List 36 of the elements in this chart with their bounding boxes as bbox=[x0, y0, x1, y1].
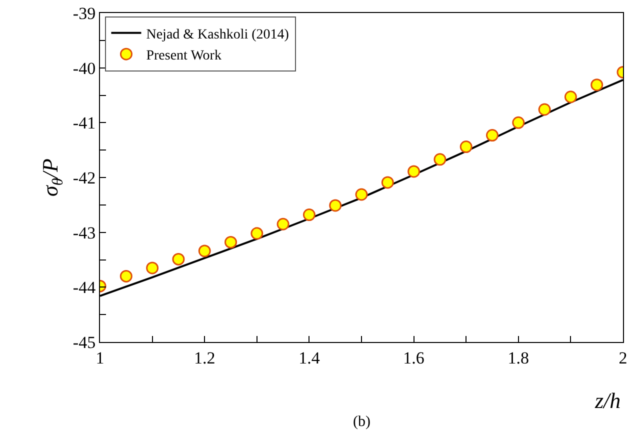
point bbox=[146, 262, 159, 274]
point bbox=[224, 236, 237, 248]
x-tick-label: 1.8 bbox=[508, 348, 530, 368]
point bbox=[460, 140, 472, 154]
x-tick-label: 1 bbox=[96, 348, 104, 368]
point bbox=[172, 252, 185, 266]
point bbox=[302, 208, 316, 222]
y-tick-label: -44 bbox=[72, 278, 96, 298]
x-tick-label: 1.6 bbox=[403, 348, 424, 368]
point bbox=[590, 78, 604, 92]
point bbox=[512, 116, 525, 129]
point bbox=[381, 176, 394, 189]
y-tick-label: -45 bbox=[72, 332, 96, 352]
y-tick-label: -39 bbox=[72, 4, 96, 23]
legend-label: Present Work bbox=[146, 48, 222, 64]
y-tick-label: -43 bbox=[72, 223, 96, 242]
point bbox=[486, 129, 498, 142]
point bbox=[408, 165, 420, 178]
point bbox=[120, 270, 132, 282]
point bbox=[329, 199, 342, 212]
y-tick-label: -41 bbox=[72, 114, 96, 133]
text: (b) bbox=[353, 414, 370, 430]
point bbox=[250, 227, 264, 240]
x-tick-label: 2 bbox=[618, 348, 628, 368]
x-tick-label: 1.4 bbox=[298, 348, 320, 368]
legend-label: Nejad & Kashkoli (2014) bbox=[146, 27, 290, 42]
point bbox=[564, 90, 577, 104]
point bbox=[276, 218, 290, 230]
point bbox=[434, 153, 446, 166]
point bbox=[198, 244, 211, 258]
x-tick-label: 1.2 bbox=[194, 348, 216, 368]
x-axis-title: z/h bbox=[594, 388, 621, 413]
y-tick-label: -40 bbox=[72, 58, 96, 78]
y-tick-label: -42 bbox=[72, 168, 96, 188]
point bbox=[355, 188, 368, 201]
point bbox=[538, 103, 551, 116]
